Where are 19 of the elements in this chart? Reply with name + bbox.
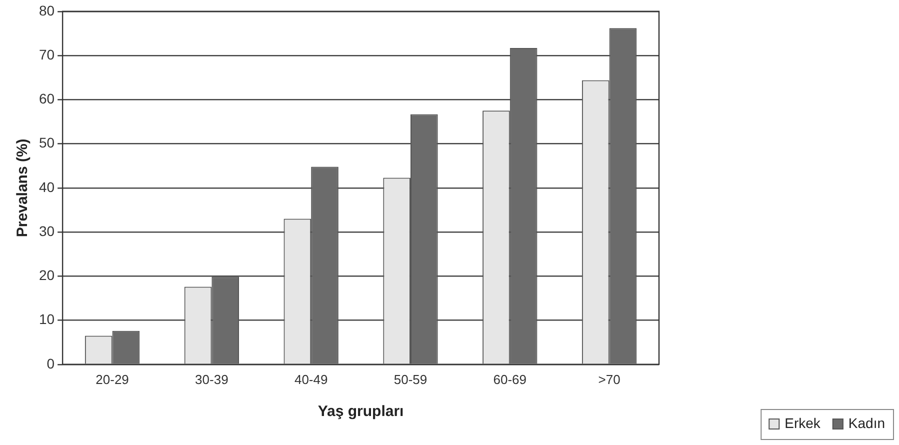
x-tick-label: 50-59 bbox=[394, 372, 428, 387]
y-tick-label: 60 bbox=[38, 90, 55, 107]
y-tick-label: 50 bbox=[38, 134, 55, 151]
x-tick-label: 60-69 bbox=[493, 372, 527, 387]
y-tick-label: 20 bbox=[38, 267, 55, 284]
y-tick-label: 80 bbox=[38, 2, 55, 18]
x-tick-label: 20-29 bbox=[96, 372, 129, 387]
y-tick-label: 70 bbox=[38, 46, 55, 62]
y-tick-label: 40 bbox=[38, 178, 55, 195]
legend-label: Kadın bbox=[848, 414, 886, 431]
x-axis-title: Yaş grupları bbox=[318, 403, 404, 420]
x-tick-label: 40-49 bbox=[294, 372, 328, 387]
legend-label: Erkek bbox=[784, 414, 822, 431]
y-tick-label: 30 bbox=[38, 222, 55, 239]
x-tick-label: >70 bbox=[598, 372, 620, 387]
x-tick-label: 30-39 bbox=[195, 372, 228, 387]
y-axis-title: Prevalans (%) bbox=[14, 138, 32, 238]
y-tick-label: 10 bbox=[38, 311, 55, 328]
y-tick-label: 0 bbox=[46, 355, 55, 372]
